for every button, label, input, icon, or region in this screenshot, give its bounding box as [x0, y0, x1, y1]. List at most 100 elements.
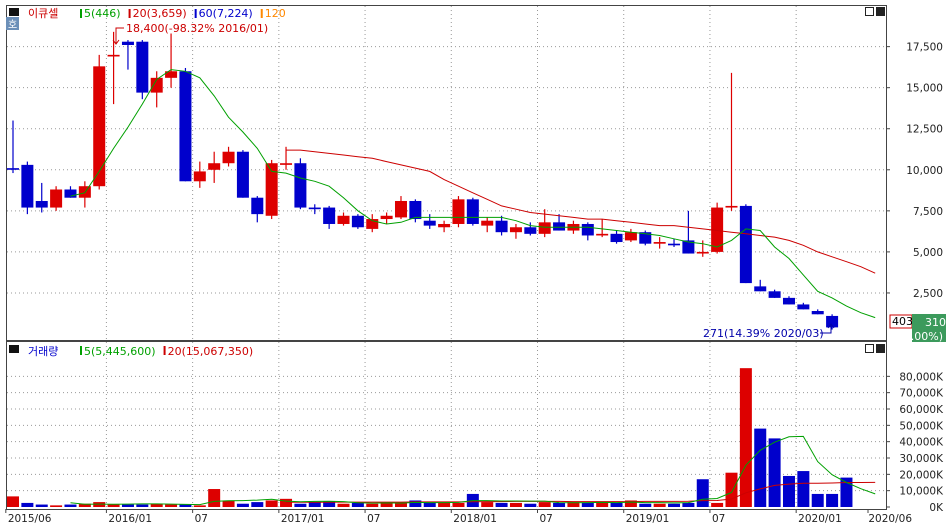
- price-marks: [7, 31, 876, 330]
- x-tick-label: 2019/01: [626, 513, 670, 525]
- candle-body: [811, 311, 824, 315]
- volume-bar: [50, 505, 63, 507]
- candle-body: [452, 199, 465, 224]
- volume-bar: [538, 502, 551, 507]
- volume-legend-swatch-0: [80, 346, 82, 355]
- ma5-line: [70, 69, 876, 319]
- volume-bar: [682, 502, 695, 507]
- candle-body: [394, 200, 407, 218]
- current-price-left: 403: [892, 315, 913, 328]
- legend-label-3: 120: [265, 7, 286, 20]
- volume-bar: [696, 479, 709, 507]
- candle-body: [668, 243, 681, 246]
- legend-label-2: 60(7,224): [199, 7, 253, 20]
- candle-body: [725, 205, 738, 208]
- candle-body: [653, 242, 666, 244]
- volume-bar: [610, 502, 623, 507]
- candle-body: [409, 200, 422, 220]
- volume-bar: [351, 502, 364, 507]
- candle-body: [351, 215, 364, 228]
- volume-bar: [811, 493, 824, 507]
- x-ticks: 2015/06 2016/01 07 2017/01 07 2018/01 07 2019/0…: [5, 509, 912, 525]
- candle-body: [826, 315, 839, 328]
- candle-body: [179, 71, 192, 182]
- volume-bar: [553, 502, 566, 507]
- volume-bar: [208, 489, 221, 507]
- volume-bar: [222, 500, 235, 507]
- side-badge[interactable]: [6, 17, 19, 30]
- volume-tick-label: 10,000K: [899, 486, 944, 498]
- x-tick-label: 2018/01: [453, 513, 497, 525]
- x-tick-label: 07: [540, 513, 553, 525]
- volume-menu-icon[interactable]: [9, 345, 19, 353]
- candle-body: [35, 200, 48, 208]
- volume-bar: [509, 502, 522, 507]
- volume-bar: [323, 501, 336, 507]
- candle-body: [438, 223, 451, 228]
- legend-swatch-0: [80, 9, 82, 18]
- x-tick-label: 2016/01: [108, 513, 152, 525]
- volume-bar: [725, 472, 738, 507]
- legend-label-1: 20(3,659): [133, 7, 187, 20]
- volume-bar: [797, 471, 810, 507]
- candle-body: [64, 189, 77, 198]
- candle-body: [323, 207, 336, 224]
- candle-body: [280, 163, 293, 165]
- volume-bar: [21, 502, 34, 507]
- candle-body: [21, 164, 34, 208]
- candle-body: [782, 297, 795, 305]
- price-tick-label: 7,500: [913, 206, 943, 218]
- candle-body: [639, 232, 652, 244]
- panel-menu-icon[interactable]: [9, 8, 19, 16]
- current-price-tag-right: [912, 314, 946, 342]
- volume-bar: [366, 503, 379, 507]
- low-annotation: 271(14.39% 2020/03): [703, 327, 824, 340]
- volume-bar: [739, 368, 752, 507]
- x-tick-label: 2020/06: [868, 513, 912, 525]
- volume-bar: [193, 505, 206, 507]
- volume-bar: [294, 503, 307, 507]
- candle-body: [423, 220, 436, 226]
- volume-bar: [782, 475, 795, 507]
- candle-body: [294, 163, 307, 208]
- low-annotation-arrow: [820, 323, 835, 334]
- maximize-icon[interactable]: [865, 7, 874, 16]
- x-tick-label: 2015/06: [8, 513, 52, 525]
- volume-bar: [236, 503, 249, 507]
- close-icon[interactable]: [876, 7, 885, 16]
- volume-ma5-line: [70, 435, 876, 506]
- price-legend: 5(446) 20(3,659) 60(7,224) 120: [80, 7, 286, 20]
- candle-body: [696, 251, 709, 254]
- volume-maximize-icon[interactable]: [865, 344, 874, 353]
- volume-tick-label: 70,000K: [899, 388, 944, 400]
- volume-legend-label-0: 5(5,445,600): [84, 345, 156, 358]
- volume-bar: [653, 503, 666, 507]
- candle-body: [136, 41, 149, 93]
- price-tick-label: 5,000: [913, 247, 943, 259]
- candle-body: [711, 207, 724, 252]
- volume-bar: [409, 500, 422, 507]
- volume-bar: [121, 504, 134, 507]
- volume-bar: [438, 502, 451, 507]
- volume-tick-label: 30,000K: [899, 453, 944, 465]
- volume-bar: [840, 477, 853, 507]
- volume-bar: [337, 503, 350, 507]
- volume-legend-swatch-1: [163, 346, 166, 355]
- candle-body: [165, 71, 178, 78]
- volume-close-icon[interactable]: [876, 344, 885, 353]
- volume-bar: [567, 502, 580, 507]
- volume-bar: [826, 493, 839, 507]
- legend-swatch-2: [194, 9, 197, 18]
- volume-bar: [265, 500, 278, 507]
- candle-body: [107, 54, 120, 57]
- candle-body: [251, 197, 264, 215]
- candle-body: [581, 223, 594, 236]
- legend-swatch-1: [128, 9, 131, 18]
- volume-bar: [754, 428, 767, 507]
- high-annotation: 18,400(-98.32% 2016/01): [126, 22, 268, 35]
- volume-bar: [165, 504, 178, 507]
- x-tick-label: 2020/01: [798, 513, 842, 525]
- candle-body: [222, 151, 235, 164]
- candle-body: [208, 163, 221, 170]
